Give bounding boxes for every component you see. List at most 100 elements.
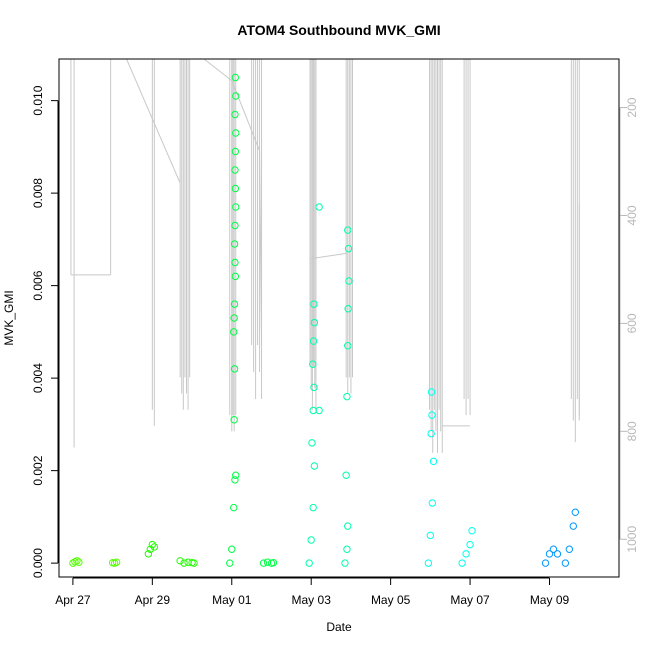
y-tick-label: 0.006 (31, 270, 45, 300)
data-point (230, 328, 238, 336)
x-tick-label: Apr 29 (135, 593, 171, 607)
data-point (230, 503, 238, 512)
x-tick-label: Apr 27 (55, 593, 91, 607)
data-point (345, 277, 353, 285)
data-point (230, 240, 239, 248)
data-point (309, 360, 317, 368)
data-point (112, 558, 121, 566)
data-point (344, 305, 352, 313)
data-point (343, 392, 351, 401)
y-tick-label: 0.004 (31, 363, 45, 393)
data-point (232, 203, 240, 211)
profile-line (259, 150, 263, 345)
data-point (146, 545, 155, 553)
data-point (310, 383, 318, 392)
data-point (549, 545, 558, 553)
y-axis-label: MVK_GMI (2, 290, 16, 345)
data-point (342, 471, 350, 479)
data-point (309, 503, 317, 512)
data-point (231, 147, 240, 156)
data-point (231, 73, 240, 82)
data-point (231, 476, 239, 484)
y-tick-label: 0.000 (31, 548, 45, 578)
data-point (541, 559, 550, 567)
data-point (344, 244, 353, 253)
data-point (427, 388, 436, 396)
data-point (144, 550, 153, 558)
data-point (148, 540, 157, 549)
data-point (231, 258, 239, 267)
secondary-tick-label: 600 (625, 313, 639, 333)
secondary-tick-label: 200 (625, 97, 639, 117)
data-point (310, 318, 319, 327)
data-point (343, 545, 351, 553)
profile-line (231, 80, 261, 151)
chart-title: ATOM4 Southbound MVK_GMI (237, 22, 440, 38)
profile-line (311, 252, 348, 260)
data-point (341, 559, 349, 567)
data-point (428, 411, 436, 419)
data-point (307, 536, 315, 544)
data-point (230, 300, 239, 308)
data-point (269, 558, 278, 567)
plot-frame (58, 58, 620, 578)
data-point (150, 543, 159, 551)
y-axis: 0.000 0.002 0.004 0.006 0.008 0.010 (31, 85, 59, 578)
data-point (309, 337, 318, 345)
data-point (230, 365, 239, 373)
data-point (344, 342, 352, 350)
data-point (230, 314, 238, 322)
data-point (176, 557, 184, 565)
data-point (226, 559, 234, 567)
data-point (428, 499, 437, 507)
data-point (232, 92, 240, 100)
y-tick-label: 0.008 (31, 178, 45, 208)
x-tick-label: May 01 (212, 593, 252, 607)
data-point (75, 558, 83, 566)
data-point (232, 129, 240, 137)
data-point (73, 557, 81, 565)
background-profile-lines (70, 58, 580, 453)
data-point (230, 416, 238, 424)
data-point (468, 527, 476, 535)
data-point (344, 522, 352, 530)
data-point (310, 300, 318, 308)
data-point (571, 508, 580, 516)
data-point (231, 110, 239, 119)
profile-line (203, 58, 233, 81)
data-point (315, 203, 323, 211)
profile-line (126, 58, 181, 184)
data-point (545, 550, 554, 558)
data-point (569, 522, 578, 530)
secondary-tick-label: 800 (625, 421, 639, 441)
x-tick-label: May 03 (292, 593, 332, 607)
secondary-y-axis: 200 400 600 800 1000 (619, 97, 639, 553)
data-point (228, 545, 236, 553)
data-point (305, 559, 313, 567)
data-point (231, 221, 239, 230)
x-axis: Apr 27 Apr 29 May 01 May 03 May 05 May 07 May … (55, 577, 570, 607)
y-tick-label: 0.010 (31, 85, 45, 115)
data-point (427, 429, 435, 438)
secondary-tick-label: 1000 (625, 526, 639, 553)
secondary-tick-label: 400 (625, 205, 639, 225)
data-point (462, 550, 470, 558)
data-point (344, 226, 352, 234)
data-point (308, 439, 316, 447)
data-point (561, 559, 570, 567)
data-point (231, 166, 239, 174)
x-tick-label: May 07 (450, 593, 490, 607)
data-point (310, 462, 319, 470)
data-point (426, 531, 435, 540)
data-point (553, 550, 562, 558)
x-tick-label: May 05 (371, 593, 411, 607)
data-point (180, 559, 188, 567)
data-point (565, 545, 574, 553)
data-point (259, 559, 268, 567)
data-point (429, 457, 438, 466)
x-tick-label: May 09 (530, 593, 570, 607)
data-point (232, 471, 240, 479)
data-point (309, 406, 317, 415)
x-axis-label: Date (326, 620, 352, 634)
